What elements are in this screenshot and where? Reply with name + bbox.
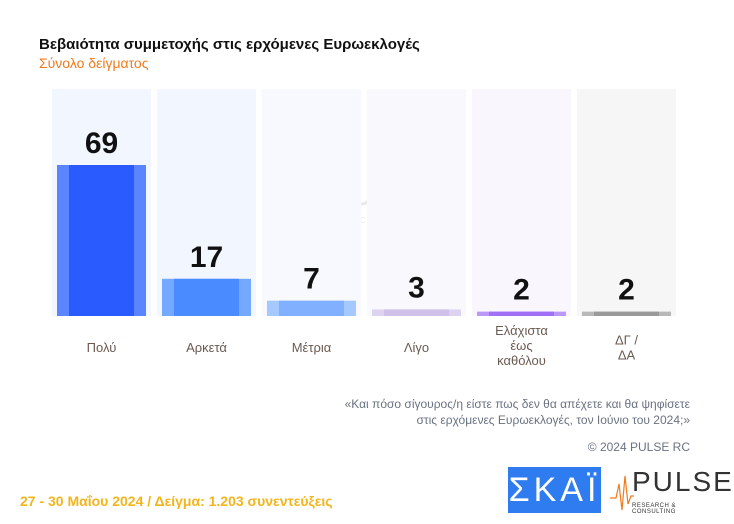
data-label: 7 xyxy=(303,263,320,296)
category-label: ΔΓ / xyxy=(615,333,638,348)
category-label: Ελάχιστα xyxy=(495,323,548,338)
column-background xyxy=(262,89,361,316)
pulse-logo: PULSE RESEARCH & CONSULTING xyxy=(610,466,732,515)
bar xyxy=(384,309,449,316)
column-background xyxy=(367,89,466,316)
category-label: Αρκετά xyxy=(186,340,227,355)
question-text: «Και πόσο σίγουρος/η είστε πως δεν θα απ… xyxy=(345,396,690,428)
pulse-logo-subtext: RESEARCH & CONSULTING xyxy=(632,503,677,515)
category-label: ΔΑ xyxy=(618,348,636,363)
data-label: 3 xyxy=(408,271,425,304)
column-background xyxy=(157,89,256,316)
bar xyxy=(69,165,134,316)
skai-logo: ΣΚΑΪ xyxy=(508,467,601,513)
chart-subtitle: Σύνολο δείγματος xyxy=(39,55,149,71)
data-label: 2 xyxy=(618,274,635,307)
question-line-2: στις ερχόμενες Ευρωεκλογές, τον Ιούνιο τ… xyxy=(416,413,690,427)
pulse-logo-text: PULSE xyxy=(632,466,734,497)
category-label: Λίγο xyxy=(404,340,429,355)
bar xyxy=(594,311,659,316)
copyright: © 2024 PULSE RC xyxy=(587,440,690,454)
data-label: 69 xyxy=(85,127,118,160)
category-label: Πολύ xyxy=(87,340,117,355)
category-label: καθόλου xyxy=(497,353,546,368)
bar xyxy=(279,300,344,316)
bar-chart: 69 Πολύ 17 Αρκετά 7 Μέτρια 3 Λίγο 2 Ελάχισταέωςκα… xyxy=(52,89,676,368)
data-label: 17 xyxy=(190,241,223,274)
category-label: έως xyxy=(510,338,532,353)
data-label: 2 xyxy=(513,274,530,307)
pulse-logo-wave-icon xyxy=(610,475,634,511)
bar xyxy=(489,311,554,316)
question-line-1: «Και πόσο σίγουρος/η είστε πως δεν θα απ… xyxy=(344,397,690,411)
category-label: Μέτρια xyxy=(292,340,332,355)
survey-info: 27 - 30 Μαΐου 2024 / Δείγμα: 1.203 συνεν… xyxy=(20,493,333,509)
bar xyxy=(174,278,239,316)
column-background xyxy=(577,89,676,316)
chart-title: Βεβαιότητα συμμετοχής στις ερχόμενες Ευρ… xyxy=(39,36,420,53)
column-background xyxy=(472,89,571,316)
